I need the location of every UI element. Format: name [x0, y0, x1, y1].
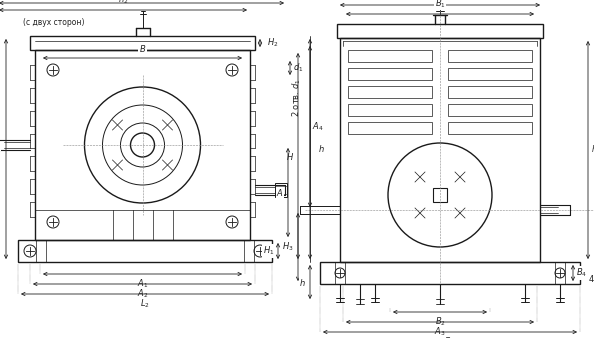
Bar: [348, 50, 432, 62]
Text: $A$: $A$: [276, 187, 284, 198]
Bar: [30, 36, 255, 50]
Text: $B_1$: $B_1$: [435, 0, 446, 10]
Text: $L_1$: $L_1$: [435, 0, 445, 1]
Text: $B_4$: $B_4$: [576, 267, 587, 279]
Bar: [348, 86, 432, 98]
Text: $B$: $B$: [139, 43, 146, 54]
Bar: [320, 262, 580, 284]
Bar: [348, 68, 432, 80]
Bar: [448, 50, 532, 62]
Text: $d_1$: $d_1$: [293, 62, 304, 74]
Bar: [448, 104, 532, 116]
Bar: [337, 24, 543, 38]
Bar: [448, 68, 532, 80]
Bar: [448, 122, 532, 134]
Text: $B_2$: $B_2$: [435, 316, 446, 329]
Text: $A_1$: $A_1$: [0, 143, 1, 155]
Text: 4 отв. $d$: 4 отв. $d$: [588, 272, 594, 284]
Text: $H$: $H$: [286, 150, 294, 162]
Bar: [18, 240, 272, 262]
Text: $H_1$: $H_1$: [263, 245, 274, 257]
Bar: [448, 86, 532, 98]
Bar: [433, 188, 447, 202]
Bar: [275, 183, 287, 197]
Bar: [348, 122, 432, 134]
Text: $h$: $h$: [299, 276, 306, 288]
Text: (с двух сторон): (с двух сторон): [23, 18, 84, 27]
Text: $B_3$: $B_3$: [444, 336, 456, 338]
Bar: [348, 104, 432, 116]
Text: $A_4$: $A_4$: [312, 120, 324, 133]
Text: $A_1$: $A_1$: [137, 278, 148, 290]
Bar: [340, 38, 540, 262]
Text: $H_3$: $H_3$: [282, 241, 294, 253]
Text: 2 отв. $d_1$: 2 отв. $d_1$: [290, 78, 304, 117]
Text: $H_2$: $H_2$: [267, 37, 279, 49]
Text: $h$: $h$: [318, 144, 325, 154]
Text: $A_3$: $A_3$: [434, 326, 446, 338]
Text: $h_2$: $h_2$: [118, 0, 128, 6]
Bar: [35, 50, 250, 240]
Text: $A_2$: $A_2$: [137, 288, 148, 300]
Text: $L_2$: $L_2$: [140, 298, 150, 311]
Text: $h_1$ (с двух сторон): $h_1$ (с двух сторон): [591, 144, 594, 156]
